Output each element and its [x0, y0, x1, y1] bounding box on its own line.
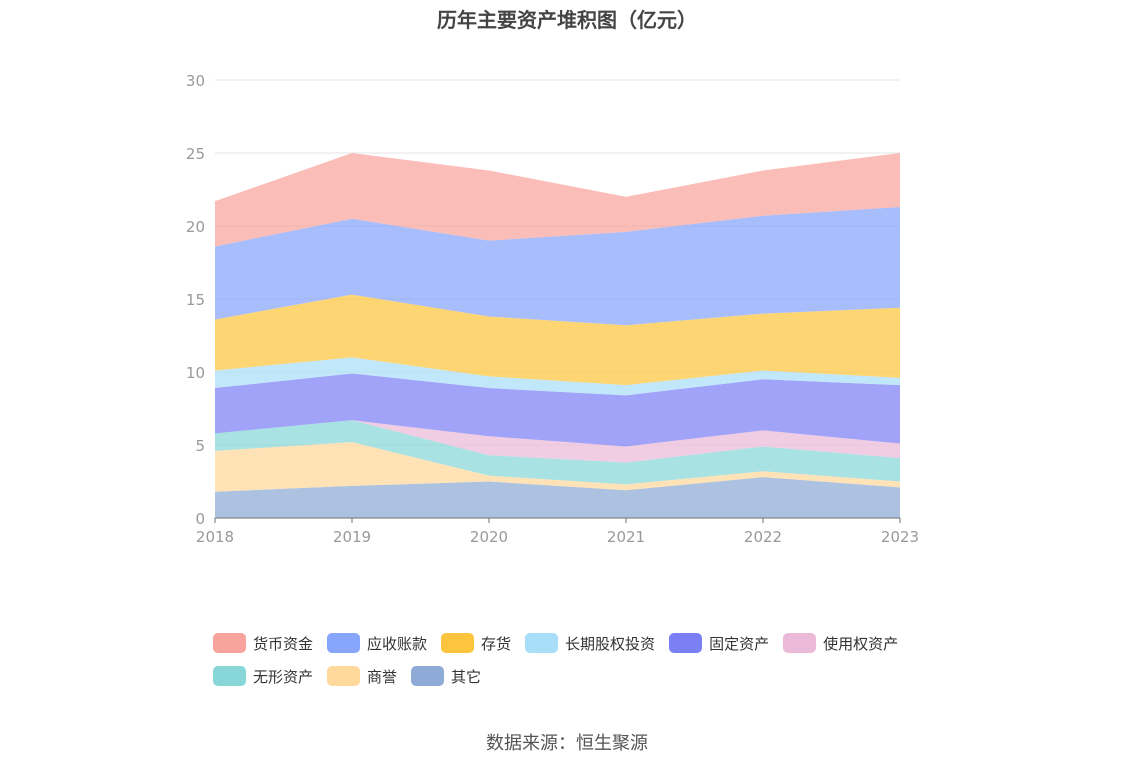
y-tick-label: 15 [186, 291, 205, 309]
chart-title: 历年主要资产堆积图（亿元） [437, 8, 697, 32]
legend-item[interactable]: 其它 [411, 665, 481, 687]
legend-label: 其它 [451, 667, 482, 686]
area-存货 [215, 294, 900, 386]
legend-item[interactable]: 应收账款 [327, 632, 427, 654]
legend-item[interactable]: 长期股权投资 [525, 632, 655, 654]
legend-swatch [669, 633, 703, 653]
area-无形资产 [215, 420, 900, 485]
legend-item[interactable]: 存货 [441, 632, 511, 654]
legend-swatch [441, 633, 475, 653]
legend-item[interactable]: 无形资产 [213, 665, 313, 687]
area-固定资产 [215, 373, 900, 447]
legend-label: 存货 [481, 634, 512, 653]
legend-label: 长期股权投资 [565, 634, 656, 653]
area-商誉 [215, 442, 900, 492]
y-tick-label: 10 [186, 364, 205, 382]
area-应收账款 [215, 207, 900, 326]
legend-swatch [783, 633, 817, 653]
x-tick-label: 2020 [470, 528, 508, 546]
legend-label: 货币资金 [253, 634, 314, 653]
y-tick-label: 25 [186, 145, 205, 163]
y-tick-label: 0 [195, 510, 205, 528]
legend-label: 商誉 [367, 667, 398, 686]
stacked-area-chart: 0 5 10 15 20 25 30 2018 2019 2020 2021 2022 2023 [186, 72, 919, 546]
y-tick-labels: 0 5 10 15 20 25 30 [186, 72, 205, 528]
legend-label: 无形资产 [253, 667, 314, 686]
y-tick-label: 5 [195, 437, 205, 455]
legend-item[interactable]: 固定资产 [669, 632, 769, 654]
y-tick-label: 20 [186, 218, 205, 236]
legend-label: 应收账款 [367, 634, 428, 653]
legend-swatch [411, 666, 445, 686]
x-tick-label: 2022 [744, 528, 782, 546]
x-tick-label: 2021 [607, 528, 645, 546]
area-货币资金 [215, 153, 900, 247]
area-使用权资产 [215, 420, 900, 463]
legend-item[interactable]: 使用权资产 [783, 632, 898, 654]
legend: 货币资金 应收账款 存货 长期股权投资 固定资产 使用权资产无形资产 商誉 其它 [213, 632, 953, 687]
legend-swatch [327, 666, 361, 686]
legend-item[interactable]: 商誉 [327, 665, 397, 687]
y-tick-label: 30 [186, 72, 205, 90]
legend-swatch [327, 633, 361, 653]
x-axis [214, 517, 901, 523]
area-长期股权投资 [215, 357, 900, 396]
x-tick-label: 2019 [333, 528, 371, 546]
area-series [215, 153, 900, 518]
legend-item[interactable]: 货币资金 [213, 632, 313, 654]
data-source: 数据来源：恒生聚源 [486, 733, 648, 754]
legend-label: 使用权资产 [823, 634, 899, 653]
legend-swatch [213, 633, 246, 653]
x-tick-labels: 2018 2019 2020 2021 2022 2023 [196, 528, 919, 546]
area-其它 [215, 477, 900, 518]
x-tick-label: 2018 [196, 528, 234, 546]
legend-swatch [213, 666, 246, 686]
legend-label: 固定资产 [709, 634, 770, 653]
legend-swatch [525, 633, 559, 653]
x-tick-label: 2023 [881, 528, 919, 546]
